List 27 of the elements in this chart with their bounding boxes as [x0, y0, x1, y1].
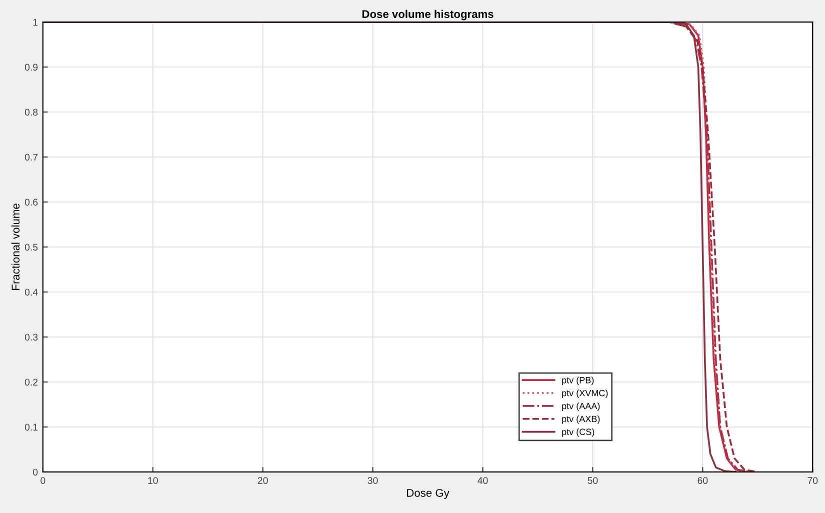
x-tick-label: 60 [698, 477, 708, 484]
y-tick-label: 0.7 [24, 154, 38, 161]
x-tick-label: 20 [258, 477, 268, 484]
y-tick-label: 1 [33, 18, 38, 26]
x-tick-label: 10 [148, 477, 158, 484]
legend-label: ptv (XVMC) [562, 390, 608, 398]
y-tick-label: 0.2 [24, 378, 38, 386]
x-tick-label: 30 [368, 477, 378, 484]
y-tick-label: 0.3 [24, 334, 38, 341]
y-tick-label: 0.6 [24, 198, 38, 206]
legend-label: ptv (AAA) [562, 402, 600, 411]
x-tick-label: 70 [808, 477, 818, 484]
y-tick-label: 0.9 [24, 64, 38, 71]
legend-label: ptv (CS) [562, 428, 594, 437]
y-tick-label: 0.4 [24, 288, 38, 296]
x-axis-title: Dose Gy [407, 488, 450, 500]
y-tick-label: 0.8 [24, 108, 38, 116]
y-axis-title: Fractional volume [11, 204, 20, 290]
legend-label: ptv (PB) [562, 376, 594, 386]
y-tick-label: 0.1 [24, 424, 38, 431]
chart-title: Dose volume histograms [362, 10, 494, 20]
x-tick-label: 40 [478, 477, 488, 484]
x-tick-label: 0 [40, 477, 46, 484]
legend-label: ptv (AXB) [562, 415, 600, 424]
x-tick-label: 50 [588, 477, 598, 484]
y-tick-label: 0 [33, 468, 38, 476]
y-tick-label: 0.5 [24, 244, 38, 251]
